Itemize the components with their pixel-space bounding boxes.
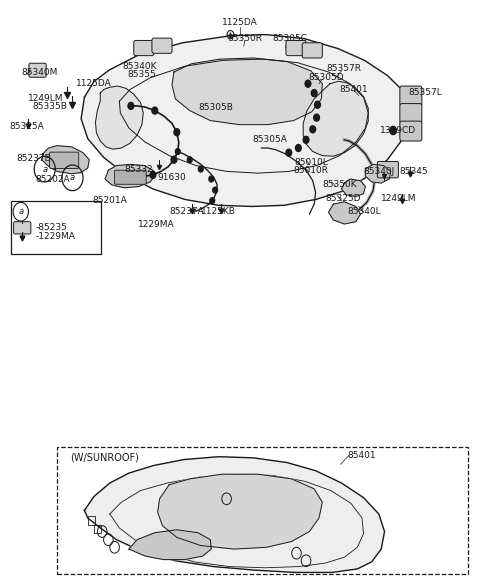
Circle shape [310, 126, 316, 133]
Text: 85340J: 85340J [363, 167, 395, 176]
Text: 85010R: 85010R [293, 166, 328, 175]
Circle shape [128, 103, 134, 110]
Polygon shape [328, 202, 360, 224]
Text: 85350R: 85350R [228, 34, 262, 43]
Text: 85350K: 85350K [322, 180, 357, 189]
Circle shape [209, 176, 214, 182]
FancyBboxPatch shape [286, 40, 306, 56]
FancyBboxPatch shape [13, 222, 31, 234]
FancyBboxPatch shape [400, 86, 422, 106]
Text: 85202A: 85202A [35, 175, 70, 183]
Polygon shape [341, 179, 365, 196]
Polygon shape [105, 165, 155, 188]
Text: 85340M: 85340M [22, 67, 58, 77]
Circle shape [174, 129, 180, 136]
Text: 85340K: 85340K [122, 62, 157, 71]
Text: 85357L: 85357L [409, 88, 443, 97]
Text: 1125DA: 1125DA [76, 79, 112, 88]
Text: 1125DA: 1125DA [222, 18, 258, 28]
Text: 1339CD: 1339CD [380, 126, 416, 135]
FancyBboxPatch shape [134, 40, 154, 56]
Circle shape [286, 149, 292, 156]
Text: 85357R: 85357R [327, 64, 362, 73]
Polygon shape [129, 530, 211, 560]
Polygon shape [172, 58, 323, 125]
FancyBboxPatch shape [400, 104, 422, 124]
Text: a: a [18, 207, 24, 216]
FancyBboxPatch shape [49, 152, 79, 169]
FancyBboxPatch shape [302, 43, 323, 58]
Text: 85401: 85401 [348, 451, 376, 460]
Text: -85235: -85235 [35, 223, 67, 232]
Text: 85325A: 85325A [10, 122, 44, 131]
Circle shape [315, 101, 321, 108]
Circle shape [312, 90, 317, 97]
Text: 1249LM: 1249LM [381, 194, 417, 203]
Text: 85201A: 85201A [93, 196, 127, 205]
Text: 1229MA: 1229MA [138, 220, 175, 229]
Polygon shape [81, 35, 408, 206]
Text: 85325D: 85325D [325, 194, 360, 203]
Text: 1125KB: 1125KB [201, 207, 236, 216]
Polygon shape [157, 474, 323, 549]
Circle shape [175, 149, 180, 155]
Polygon shape [303, 81, 368, 156]
Circle shape [296, 145, 301, 152]
FancyBboxPatch shape [152, 38, 172, 53]
Text: 85332: 85332 [124, 165, 153, 173]
Text: -1229MA: -1229MA [35, 233, 75, 241]
Polygon shape [42, 146, 89, 173]
Text: 85237B: 85237B [17, 154, 51, 163]
Circle shape [198, 166, 203, 172]
Text: 91630: 91630 [157, 173, 186, 182]
Text: 85401: 85401 [339, 85, 368, 94]
Text: 1249LM: 1249LM [28, 94, 64, 103]
Circle shape [390, 127, 396, 135]
Circle shape [152, 107, 157, 114]
Circle shape [213, 187, 217, 193]
Text: 85345: 85345 [399, 167, 428, 176]
Text: 85305C: 85305C [273, 34, 308, 43]
Text: 85335B: 85335B [32, 102, 67, 111]
Circle shape [303, 137, 309, 144]
Polygon shape [84, 456, 384, 573]
Text: 85305B: 85305B [199, 103, 233, 111]
Circle shape [150, 171, 156, 178]
Text: 85340L: 85340L [348, 207, 381, 216]
Text: 85305D: 85305D [308, 73, 344, 82]
Circle shape [187, 157, 192, 163]
FancyBboxPatch shape [400, 121, 422, 141]
Circle shape [210, 197, 215, 203]
Text: 85355: 85355 [128, 70, 156, 80]
Text: a: a [70, 173, 75, 182]
FancyBboxPatch shape [11, 201, 101, 254]
Text: 85010L: 85010L [294, 158, 328, 167]
Text: a: a [42, 165, 48, 173]
Polygon shape [365, 165, 391, 183]
Text: 85305A: 85305A [252, 135, 287, 144]
FancyBboxPatch shape [29, 63, 46, 77]
Circle shape [171, 156, 177, 163]
FancyBboxPatch shape [377, 162, 398, 178]
Polygon shape [96, 86, 144, 149]
FancyBboxPatch shape [57, 447, 468, 574]
FancyBboxPatch shape [115, 170, 146, 184]
Circle shape [305, 80, 311, 87]
Text: (W/SUNROOF): (W/SUNROOF) [71, 453, 140, 463]
Text: 85237A: 85237A [169, 207, 204, 216]
Circle shape [314, 114, 320, 121]
